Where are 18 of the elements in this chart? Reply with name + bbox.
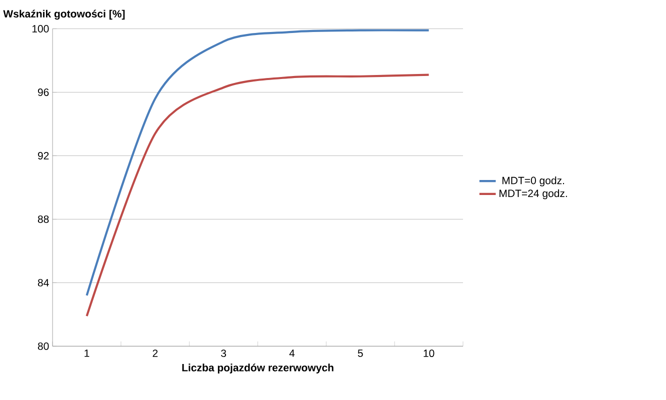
x-tick-label: 2 xyxy=(152,350,158,357)
line-series xyxy=(86,74,430,318)
x-tick-label: 10 xyxy=(424,350,434,358)
y-tick-label: 96 xyxy=(38,88,49,96)
chart-title: Wskaźnik gotowości [%] xyxy=(3,10,125,20)
y-tick-label: 80 xyxy=(38,342,49,350)
legend-label: MDT=0 godz. xyxy=(502,176,564,186)
x-tick-label: 5 xyxy=(358,350,363,357)
y-tick-label: 100 xyxy=(32,25,49,33)
x-tick-label: 4 xyxy=(289,350,295,357)
y-tick-label: 84 xyxy=(38,279,49,286)
legend-label: MDT=24 godz. xyxy=(500,189,567,200)
x-tick-label: 3 xyxy=(221,350,226,358)
x-tick-label: 1 xyxy=(84,350,90,357)
y-tick-label: 88 xyxy=(38,216,49,223)
y-tick-label: 92 xyxy=(38,152,49,160)
x-axis-title: Liczba pojazdów rezerwowych xyxy=(182,364,334,374)
line-series xyxy=(86,29,430,296)
